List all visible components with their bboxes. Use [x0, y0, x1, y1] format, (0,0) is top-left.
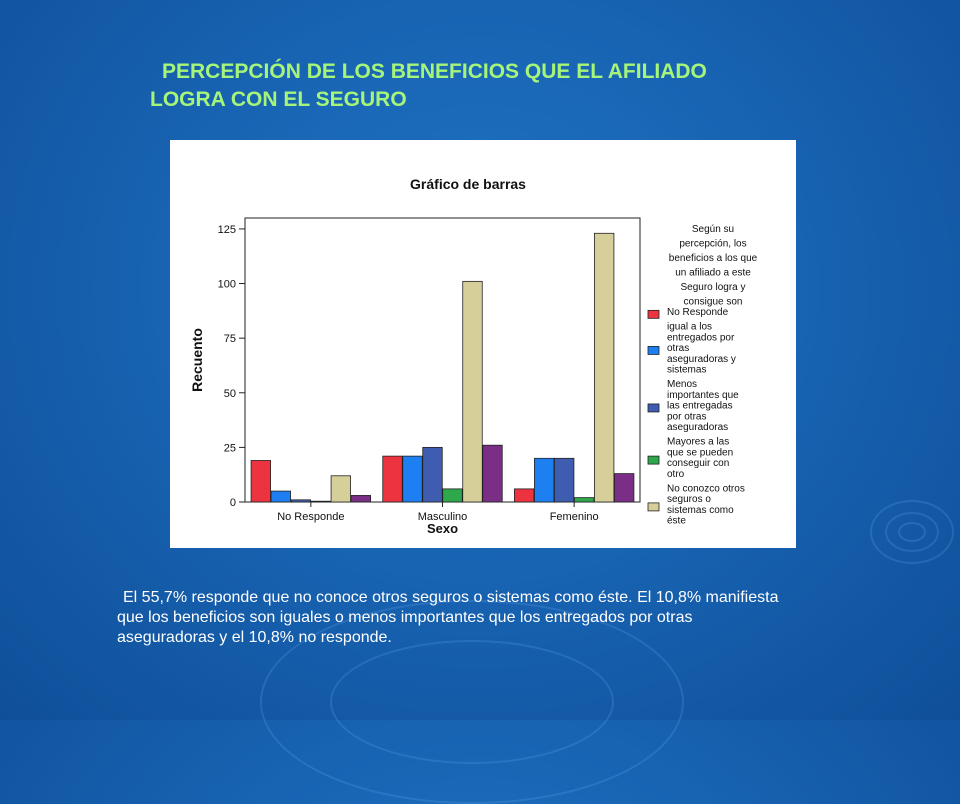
bar — [594, 232, 615, 503]
bar — [382, 455, 403, 503]
legend-entry-label: sistemas — [667, 365, 706, 376]
legend-entry-label: igual a los — [667, 322, 712, 333]
legend-entry-label: No conozco otros — [667, 484, 745, 495]
legend-entry-label: las entregadas — [667, 401, 733, 412]
legend-swatch — [647, 403, 660, 413]
legend-title-line: Según su — [692, 224, 734, 235]
bar — [534, 457, 555, 503]
legend-title-line: un afiliado a este — [675, 268, 751, 279]
legend-entry-label: entregados por — [667, 332, 735, 343]
y-tick-label: 50 — [224, 388, 236, 400]
chart-panel: Gráfico de barras 0 25 50 75 100 125 Recuento No… — [170, 140, 796, 548]
bar — [422, 446, 443, 503]
legend-entry-label: por otras — [667, 411, 706, 422]
y-tick-label: 25 — [224, 442, 236, 454]
bar — [270, 490, 291, 503]
legend-title-line: Seguro logra y — [680, 282, 745, 293]
bar — [290, 499, 311, 503]
legend-entry-label: aseguradoras — [667, 422, 728, 433]
legend-swatch — [647, 346, 660, 355]
bar — [330, 475, 351, 503]
x-tick-label: Femenino — [550, 511, 599, 523]
slide-title-line-2: LOGRA CON EL SEGURO — [150, 88, 407, 111]
legend-title-line: beneficios a los que — [669, 253, 758, 264]
y-tick-label: 100 — [218, 279, 236, 291]
slide-title: PERCEPCIÓN DE LOS BENEFICIOS QUE EL AFIL… — [150, 58, 850, 114]
bar — [350, 495, 371, 503]
bar — [462, 280, 483, 503]
legend-entry-label: seguros o — [667, 494, 711, 505]
legend-swatch — [647, 502, 660, 512]
x-tick-label: No Responde — [277, 511, 344, 523]
bar — [554, 457, 575, 503]
y-tick-label: 125 — [218, 224, 236, 236]
legend-entry-label: otro — [667, 469, 685, 480]
legend-entry-label: aseguradoras y — [667, 354, 736, 365]
slide-title-line-1: PERCEPCIÓN DE LOS BENEFICIOS QUE EL AFIL… — [162, 60, 707, 83]
x-axis-label: Sexo — [427, 521, 458, 536]
legend-title-line: consigue son — [684, 297, 743, 308]
legend-swatch — [647, 455, 660, 465]
bar — [574, 497, 595, 503]
legend-entry-label: sistemas como — [667, 505, 734, 516]
caption-line-1: El 55,7% responde que no conoce otros se… — [123, 589, 779, 606]
bar-chart: Gráfico de barras 0 25 50 75 100 125 Recuento No… — [189, 176, 758, 536]
bar — [310, 500, 331, 503]
bar — [514, 488, 535, 503]
caption-line-2: que los beneficios son iguales o menos i… — [117, 609, 693, 626]
legend-entry-label: No Responde — [667, 307, 729, 318]
chart-title: Gráfico de barras — [410, 176, 526, 192]
legend-title-line: percepción, los — [679, 239, 746, 250]
legend-entry-label: importantes que — [667, 390, 739, 401]
y-tick-label: 75 — [224, 333, 236, 345]
legend-entry-label: que se pueden — [667, 447, 733, 458]
legend-entry-label: Mayores a las — [667, 437, 729, 448]
legend-entry-label: otras — [667, 343, 689, 354]
bar — [250, 460, 271, 503]
bar — [402, 455, 423, 503]
legend-entry-label: éste — [667, 516, 686, 527]
x-tick-label: Masculino — [418, 511, 468, 523]
bar — [614, 473, 635, 503]
legend-swatch — [647, 309, 660, 319]
caption: El 55,7% responde que no conoce otros se… — [117, 588, 917, 648]
caption-line-3: aseguradoras y el 10,8% no responde. — [117, 629, 392, 646]
legend-entry-label: Menos — [667, 379, 697, 390]
legend-entry-label: conseguir con — [667, 458, 729, 469]
y-tick-label: 0 — [230, 497, 236, 509]
y-axis-label: Recuento — [189, 328, 205, 392]
bar — [482, 444, 503, 503]
bar — [442, 488, 463, 503]
